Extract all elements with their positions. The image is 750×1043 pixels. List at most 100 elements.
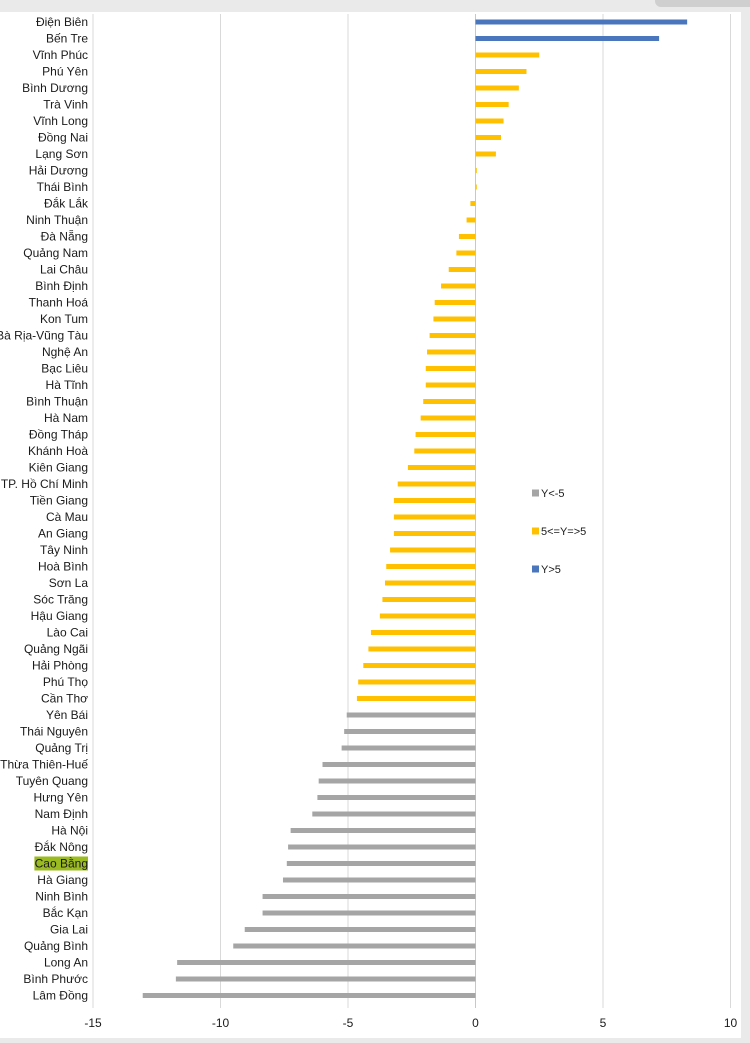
x-tick-label: 0 <box>472 1016 479 1030</box>
category-label: Tuyên Quang <box>16 774 88 788</box>
bar <box>262 894 476 899</box>
category-label: Hải Phòng <box>32 659 88 673</box>
category-label: Kiên Giang <box>29 461 88 475</box>
bar <box>393 531 476 536</box>
category-label: Quảng Trị <box>35 741 88 755</box>
category-label: An Giang <box>38 527 88 541</box>
category-label: Trà Vinh <box>43 98 88 112</box>
category-label: Bình Định <box>35 279 88 293</box>
bar <box>262 910 476 916</box>
category-label: Hà Nam <box>44 411 88 425</box>
bar <box>475 118 504 124</box>
category-label: Lào Cai <box>47 626 88 640</box>
bar <box>466 217 476 223</box>
bar <box>346 712 476 718</box>
bar <box>344 729 476 734</box>
category-label: Quảng Bình <box>24 939 88 953</box>
bar <box>441 283 476 289</box>
bar <box>390 547 476 553</box>
category-label: Lai Châu <box>40 263 88 277</box>
bar <box>397 481 476 487</box>
category-label: Đắk Nông <box>35 839 88 854</box>
bar <box>475 19 688 25</box>
x-tick-label: -15 <box>84 1016 102 1030</box>
bar <box>244 927 476 932</box>
category-label: Sóc Trăng <box>33 593 88 607</box>
legend: Y<-5 5<=Y=>5 Y>5 <box>532 488 586 576</box>
bar <box>475 36 660 41</box>
category-label: Lâm Đồng <box>33 989 88 1003</box>
bar <box>288 844 476 850</box>
legend-swatch <box>532 489 539 497</box>
bar <box>386 564 476 569</box>
legend-label: Y<-5 <box>541 488 565 500</box>
bar <box>456 250 476 256</box>
category-label: Điện Biên <box>36 15 88 29</box>
bar <box>317 795 476 800</box>
bar <box>425 366 476 371</box>
bar <box>379 613 476 619</box>
bar <box>475 102 509 107</box>
category-label: Ninh Thuận <box>26 213 88 227</box>
category-label: Kon Tum <box>40 312 88 326</box>
category-label: Tiền Giang <box>30 494 88 508</box>
bar <box>233 943 476 949</box>
category-label: Hà Nội <box>51 824 88 838</box>
category-label: Quảng Ngãi <box>24 642 88 656</box>
bar <box>393 514 476 520</box>
bar <box>420 415 476 421</box>
category-label: Yên Bái <box>46 708 88 722</box>
highlight-marker <box>34 856 88 871</box>
category-label: Hậu Giang <box>31 609 88 623</box>
category-label: Hà Tĩnh <box>46 378 88 392</box>
x-axis-ticks: -15 -10 -5 0 5 10 <box>84 1016 737 1030</box>
category-label: Thái Bình <box>37 180 88 194</box>
bar <box>423 399 476 404</box>
category-label: Đắk Lắk <box>44 196 89 211</box>
bar <box>177 960 476 965</box>
category-label: Tây Ninh <box>40 543 88 557</box>
category-label: Sơn La <box>49 576 89 590</box>
bar <box>470 201 476 206</box>
bar <box>448 267 476 272</box>
bar <box>282 877 476 883</box>
bar <box>475 135 501 140</box>
category-label: Gia Lai <box>50 923 88 937</box>
bar <box>312 811 476 817</box>
category-label: Bình Thuận <box>26 395 88 409</box>
window-corner-shadow <box>655 0 750 7</box>
category-label: Hà Giang <box>37 873 88 887</box>
category-label: Lạng Sơn <box>35 147 88 161</box>
bar <box>414 448 476 454</box>
legend-label: 5<=Y=>5 <box>541 526 586 538</box>
legend-swatch <box>532 527 539 535</box>
category-label: Bình Dương <box>22 81 88 95</box>
bar <box>475 168 477 173</box>
x-tick-label: -5 <box>343 1016 354 1030</box>
category-label: Hải Dương <box>29 164 88 178</box>
category-label: Bạc Liêu <box>41 362 88 376</box>
category-label: Đồng Nai <box>38 131 88 145</box>
category-label: Cần Thơ <box>41 692 88 706</box>
bar <box>425 382 476 388</box>
category-label: Bình Phước <box>23 972 88 986</box>
bar <box>475 85 519 91</box>
category-label: Hoà Bình <box>38 560 88 574</box>
bar <box>458 234 476 239</box>
category-label: Đà Nẵng <box>41 229 88 244</box>
chart-panel: Điện Biên Bến Tre Vĩnh Phúc Phú Yên Bình Dươ… <box>0 12 741 1038</box>
bar <box>475 151 496 157</box>
bar <box>358 679 476 685</box>
category-label: Ninh Bình <box>35 890 88 904</box>
category-labels: Điện Biên Bến Tre Vĩnh Phúc Phú Yên Bình Dươ… <box>0 15 89 1003</box>
bar <box>290 828 476 833</box>
category-label: Phú Thọ <box>43 675 88 689</box>
legend-label: Y>5 <box>541 564 561 576</box>
bar <box>356 696 476 701</box>
category-label: Phú Yên <box>42 65 88 79</box>
bar <box>175 976 476 982</box>
category-label: Cà Mau <box>46 510 88 524</box>
bar <box>286 861 476 866</box>
category-label: Quảng Nam <box>23 246 88 260</box>
bar <box>475 69 527 74</box>
